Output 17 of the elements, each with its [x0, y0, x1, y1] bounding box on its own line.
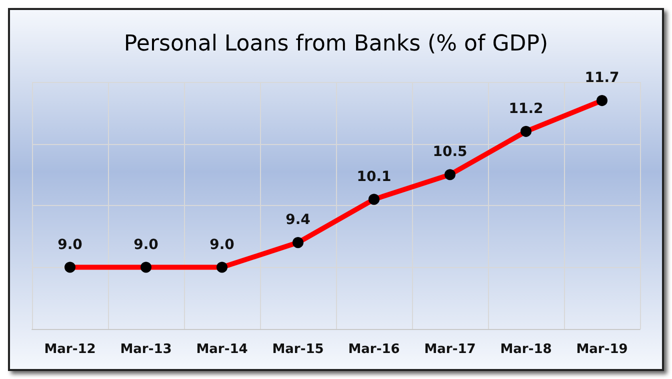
data-label: 11.7: [584, 70, 620, 86]
data-label: 9.0: [134, 236, 159, 253]
x-tick-label: Mar-15: [272, 342, 324, 357]
data-label: 9.4: [286, 212, 311, 228]
x-tick-label: Mar-18: [500, 342, 552, 357]
x-tick-label: Mar-13: [120, 342, 172, 357]
x-tick-label: Mar-17: [424, 342, 476, 357]
x-tick-label: Mar-14: [196, 342, 248, 357]
x-tick-label: Mar-19: [576, 342, 628, 357]
data-label: 10.1: [356, 168, 392, 185]
chart-title: Personal Loans from Banks (% of GDP): [124, 32, 548, 56]
x-tick-label: Mar-16: [348, 342, 400, 357]
data-label: 9.0: [58, 236, 83, 253]
data-label: 10.5: [432, 144, 468, 160]
x-tick-label: Mar-12: [44, 342, 96, 357]
data-label: 11.2: [508, 100, 544, 117]
data-label: 9.0: [210, 236, 235, 253]
